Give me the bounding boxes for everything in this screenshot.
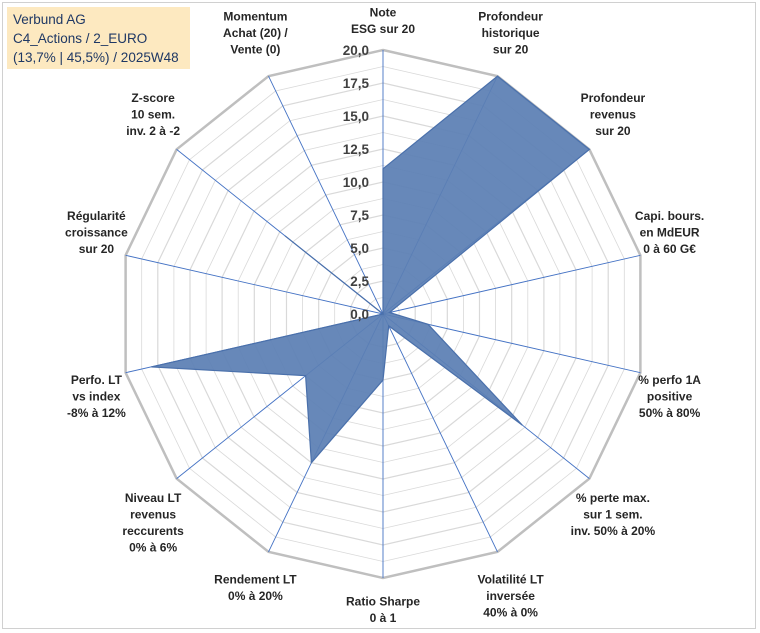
axis-label-line: reccurents xyxy=(122,524,184,538)
axis-label: Ratio Sharpe 0 à 1 xyxy=(346,594,420,625)
tick-label: 20,0 xyxy=(343,43,369,58)
axis-label: Note ESG sur 20 xyxy=(351,5,415,36)
axis-label-line: en MdEUR xyxy=(640,226,700,240)
tick-label: 10,0 xyxy=(343,175,369,190)
axis-label-line: 0 à 60 G€ xyxy=(643,242,696,256)
tick-label: 15,0 xyxy=(343,109,369,124)
axis-label-line: Niveau LT xyxy=(125,491,182,505)
axis-label-line: positive xyxy=(647,389,693,403)
axis-label: Niveau LT revenus reccurents 0% à 6% xyxy=(122,491,184,555)
tick-label: 7,5 xyxy=(350,208,369,223)
axis-label-line: Rendement LT xyxy=(214,572,297,586)
axis-label-line: inv. 2 à -2 xyxy=(126,124,180,138)
company-name: Verbund AG xyxy=(13,12,86,27)
axis-label-line: Note xyxy=(370,5,397,19)
axis-label-line: 0% à 6% xyxy=(129,540,177,554)
axis-labels: Note ESG sur 20 Profondeur historique sur 20… xyxy=(65,5,704,625)
axis-label: Momentum Achat (20) / Vente (0) xyxy=(223,10,288,57)
axis-label-line: 0 à 1 xyxy=(370,611,397,625)
tick-label: 0,0 xyxy=(350,307,369,322)
axis-label-line: Vente (0) xyxy=(230,43,280,57)
axis-label: Z-score 10 sem. inv. 2 à -2 xyxy=(126,91,180,138)
radar-series xyxy=(151,75,591,465)
axis-label-line: Régularité xyxy=(67,209,126,223)
tick-label: 5,0 xyxy=(350,241,369,256)
category-label: C4_Actions / 2_EURO xyxy=(13,31,148,46)
axis-label-line: 40% à 0% xyxy=(483,605,538,619)
axis-label-line: sur 20 xyxy=(79,242,115,256)
tick-label: 2,5 xyxy=(350,274,369,289)
axis-label-line: % perfo 1A xyxy=(638,373,701,387)
axis-label: Rendement LT 0% à 20% xyxy=(214,572,297,603)
axis-label-line: 0% à 20% xyxy=(228,589,283,603)
axis-label: Profondeur historique sur 20 xyxy=(478,10,543,57)
stats-label: (13,7% | 45,5%) / 2025W48 xyxy=(13,50,179,65)
axis-label-line: Profondeur xyxy=(581,91,646,105)
axis-label: Volatilité LT inversée 40% à 0% xyxy=(477,572,544,619)
axis-label-line: inv. 50% à 20% xyxy=(571,524,656,538)
axis-label-line: 10 sem. xyxy=(131,108,175,122)
axis-label-line: historique xyxy=(482,26,540,40)
axis-label-line: % perte max. xyxy=(576,491,650,505)
axis-label: Capi. bours. en MdEUR 0 à 60 G€ xyxy=(635,209,704,256)
axis-label: Perfo. LT vs index -8% à 12% xyxy=(67,373,126,420)
axis-label-line: sur 20 xyxy=(493,43,529,57)
axis-label-line: Z-score xyxy=(131,91,175,105)
axis-label-line: 50% à 80% xyxy=(639,406,701,420)
axis-label-line: ESG sur 20 xyxy=(351,22,415,36)
axis-spoke xyxy=(125,254,384,315)
axis-label-line: vs index xyxy=(72,389,120,403)
axis-spoke xyxy=(382,313,498,553)
axis-label-line: Achat (20) / xyxy=(223,26,288,40)
tick-label: 12,5 xyxy=(343,142,370,157)
axis-label: % perfo 1A positive 50% à 80% xyxy=(638,373,701,420)
axis-label-line: -8% à 12% xyxy=(67,406,126,420)
axis-label-line: Momentum xyxy=(223,10,287,24)
axis-label-line: croissance xyxy=(65,226,128,240)
axis-label-line: Capi. bours. xyxy=(635,209,704,223)
axis-label-line: Ratio Sharpe xyxy=(346,594,420,608)
axis-label-line: sur 1 sem. xyxy=(583,507,642,521)
axis-label: Régularité croissance sur 20 xyxy=(65,209,128,256)
tick-label: 17,5 xyxy=(343,76,370,91)
axis-label-line: Volatilité LT xyxy=(477,572,544,586)
axis-label-line: inversée xyxy=(486,589,535,603)
axis-spoke xyxy=(268,75,384,315)
axis-label-line: revenus xyxy=(130,507,176,521)
series-area xyxy=(151,75,591,465)
radial-tick-labels: 0,0 2,5 5,0 7,5 10,0 12,5 15,0 17,5 20,0 xyxy=(343,43,370,322)
axis-label: % perte max. sur 1 sem. inv. 50% à 20% xyxy=(571,491,656,538)
axis-label-line: sur 20 xyxy=(595,124,631,138)
info-box: Verbund AG C4_Actions / 2_EURO (13,7% | … xyxy=(7,7,190,69)
axis-label: Profondeur revenus sur 20 xyxy=(581,91,646,138)
axis-label-line: revenus xyxy=(590,108,636,122)
axis-label-line: Profondeur xyxy=(478,10,543,24)
axis-label-line: Perfo. LT xyxy=(71,373,123,387)
axis-spoke xyxy=(382,254,641,315)
